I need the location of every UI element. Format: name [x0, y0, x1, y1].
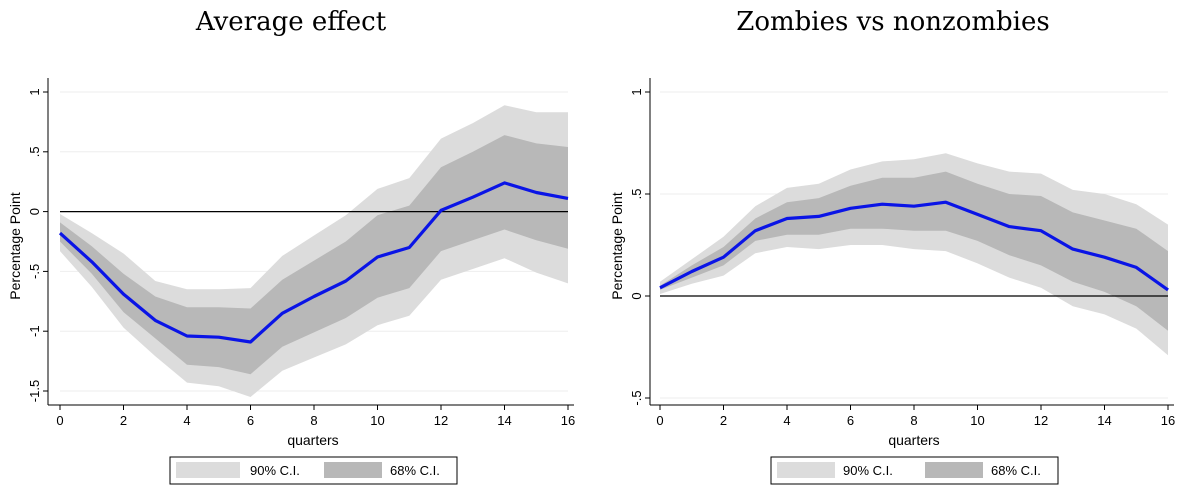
legend-swatch-90 [777, 462, 835, 478]
x-tick-label: 12 [1034, 413, 1048, 428]
x-axis-label: quarters [287, 432, 338, 448]
x-tick-labels: 0 2 4 6 8 10 12 14 16 [56, 413, 575, 428]
x-tick-label: 8 [910, 413, 917, 428]
y-tick-label: 1 [629, 88, 644, 95]
y-tick-label: -1.5 [27, 380, 42, 402]
legend-label-68: 68% C.I. [991, 463, 1041, 478]
x-tick-label: 0 [56, 413, 63, 428]
y-tick-label: .5 [27, 146, 42, 157]
x-tick-label: 10 [970, 413, 984, 428]
legend-label-90: 90% C.I. [250, 463, 300, 478]
x-axis-label: quarters [888, 432, 939, 448]
legend-swatch-68 [324, 462, 382, 478]
x-tick-label: 10 [370, 413, 384, 428]
x-tick-label: 14 [497, 413, 511, 428]
y-tick-label: .5 [629, 189, 644, 200]
series-line [659, 200, 1169, 292]
y-tick-labels: -.5 0 .5 1 [629, 88, 644, 405]
x-tick-label: 2 [120, 413, 127, 428]
ci68-band [60, 135, 568, 375]
series-line [58, 181, 569, 344]
x-tick-label: 0 [656, 413, 663, 428]
y-axis-label: Percentage Point [609, 192, 625, 300]
x-tick-label: 6 [847, 413, 854, 428]
legend: 90% C.I. 68% C.I. [770, 456, 1059, 485]
legend-swatch-68 [925, 462, 983, 478]
ci68-band [660, 171, 1168, 331]
x-tick-label: 2 [720, 413, 727, 428]
y-tick-labels: -1.5 -1 -.5 0 .5 1 [27, 88, 42, 402]
x-tick-labels: 0 2 4 6 8 10 12 14 16 [656, 413, 1175, 428]
panel-average-effect: Average effect -1.5 -1 -.5 0 .5 1 0 2 4 6 8 10 12 14… [7, 7, 575, 485]
legend: 90% C.I. 68% C.I. [169, 456, 458, 485]
x-tick-label: 6 [247, 413, 254, 428]
y-tick-label: 0 [27, 208, 42, 215]
x-tick-label: 8 [310, 413, 317, 428]
legend-swatch-90 [176, 462, 240, 478]
x-tick-label: 16 [561, 413, 575, 428]
y-tick-label: 0 [629, 292, 644, 299]
chart-title: Average effect [195, 7, 387, 37]
x-tick-label: 16 [1161, 413, 1175, 428]
x-tick-label: 4 [183, 413, 190, 428]
axes [43, 78, 574, 410]
x-tick-label: 12 [434, 413, 448, 428]
chart-title: Zombies vs nonzombies [736, 7, 1049, 37]
y-tick-label: -.5 [629, 390, 644, 405]
legend-label-90: 90% C.I. [843, 463, 893, 478]
y-tick-label: -.5 [27, 264, 42, 279]
y-tick-label: -1 [27, 325, 42, 337]
axes [645, 78, 1174, 410]
x-tick-label: 4 [783, 413, 790, 428]
y-axis-label: Percentage Point [7, 192, 23, 300]
legend-label-68: 68% C.I. [390, 463, 440, 478]
panel-zombies-vs-nonzombies: Zombies vs nonzombies -.5 0 .5 1 0 2 4 6 8 10 12 1… [609, 7, 1175, 485]
y-tick-label: 1 [27, 88, 42, 95]
x-tick-label: 14 [1097, 413, 1111, 428]
